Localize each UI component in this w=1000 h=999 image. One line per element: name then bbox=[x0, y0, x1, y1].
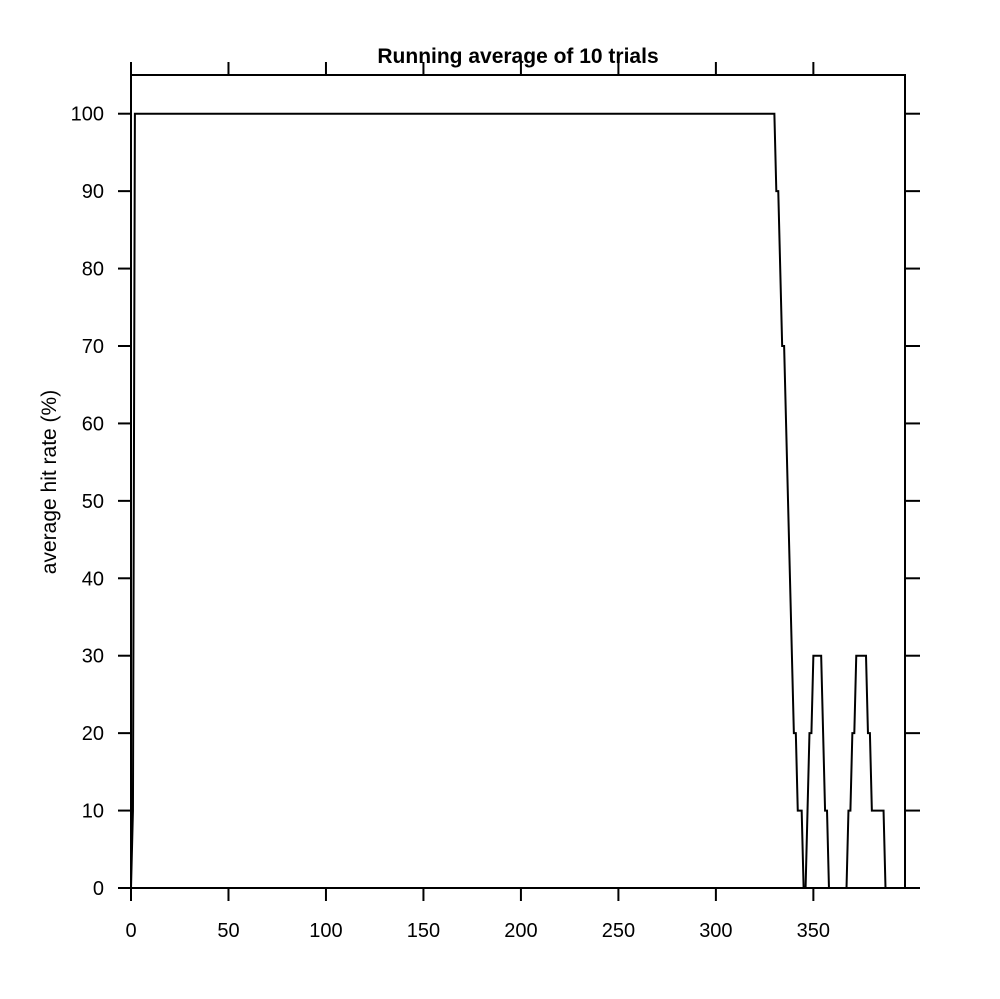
x-tick-label: 200 bbox=[504, 920, 537, 942]
y-tick-label: 10 bbox=[82, 801, 104, 823]
y-tick-label: 60 bbox=[82, 413, 104, 435]
x-tick-label: 50 bbox=[217, 920, 239, 942]
x-tick-label: 100 bbox=[309, 920, 342, 942]
x-tick-label: 300 bbox=[699, 920, 732, 942]
y-tick-label: 70 bbox=[82, 336, 104, 358]
y-tick-label: 0 bbox=[93, 878, 104, 900]
y-tick-label: 100 bbox=[71, 104, 104, 126]
x-tick-label: 250 bbox=[602, 920, 635, 942]
x-tick-label: 150 bbox=[407, 920, 440, 942]
y-tick-label: 30 bbox=[82, 646, 104, 668]
y-tick-label: 50 bbox=[82, 491, 104, 513]
x-tick-label: 0 bbox=[125, 920, 136, 942]
y-axis-title: average hit rate (%) bbox=[38, 390, 61, 574]
x-axis: 0 50 100 150 200 250 300 350 bbox=[125, 62, 830, 942]
y-tick-label: 90 bbox=[82, 181, 104, 203]
y-axis: 0 10 20 30 40 50 60 70 80 90 100 bbox=[71, 104, 920, 900]
plot-frame bbox=[130, 74, 906, 889]
x-tick-label: 350 bbox=[797, 920, 830, 942]
series-layer bbox=[130, 112, 887, 889]
series-line bbox=[130, 112, 887, 889]
chart-title: Running average of 10 trials bbox=[377, 45, 658, 68]
y-tick-label: 80 bbox=[82, 259, 104, 281]
y-tick-label: 20 bbox=[82, 723, 104, 745]
y-tick-label: 40 bbox=[82, 568, 104, 590]
